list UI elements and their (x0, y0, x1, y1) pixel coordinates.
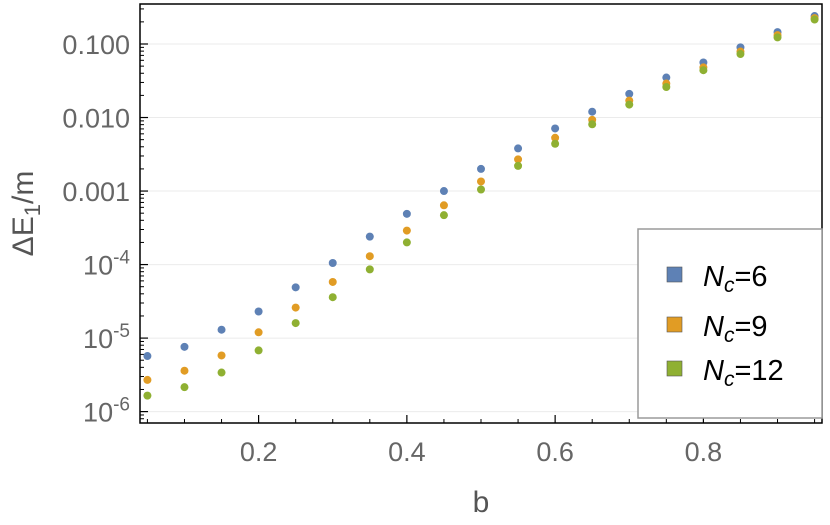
data-point (365, 232, 374, 241)
data-point (551, 133, 560, 142)
data-point (291, 319, 300, 328)
y-tick-label: 0.001 (62, 177, 130, 207)
data-point (143, 352, 152, 361)
data-point (662, 83, 671, 92)
data-point (291, 283, 300, 292)
data-point (439, 187, 448, 196)
data-point (365, 265, 374, 274)
data-point (588, 120, 597, 129)
data-point (180, 366, 189, 375)
x-tick-label: 0.4 (388, 437, 426, 467)
y-tick-label: 10-4 (83, 248, 130, 281)
data-point (402, 238, 411, 247)
data-point (143, 375, 152, 384)
data-point (254, 328, 263, 337)
data-point (254, 346, 263, 355)
x-axis-title: b (473, 486, 490, 519)
x-axis: 0.2 0.4 0.6 0.8 (146, 415, 816, 467)
data-point (143, 391, 152, 400)
legend-label: Nc=12 (703, 355, 784, 391)
data-point (328, 293, 337, 302)
data-point (551, 139, 560, 148)
legend-swatch (666, 360, 683, 377)
data-point (180, 342, 189, 351)
y-tick-label: 10-5 (83, 321, 130, 354)
data-point (773, 33, 782, 42)
data-point (254, 307, 263, 316)
data-point (699, 66, 708, 75)
data-point (662, 73, 671, 82)
data-point (514, 161, 523, 170)
y-tick-label: 10-6 (83, 395, 130, 428)
data-point (588, 107, 597, 116)
data-point (551, 124, 560, 133)
data-point (625, 100, 634, 109)
data-point (180, 383, 189, 392)
legend-swatch (666, 266, 683, 283)
y-axis: 10-6 10-5 10-4 0.001 0.010 0.100 (62, 8, 148, 428)
data-point (217, 351, 226, 360)
data-point (810, 15, 819, 24)
data-point (439, 201, 448, 210)
data-point (477, 185, 485, 194)
legend-swatch (666, 316, 683, 333)
data-point (328, 259, 337, 268)
data-points (143, 12, 819, 400)
data-point (514, 155, 523, 164)
x-tick-label: 0.2 (240, 437, 278, 467)
data-point (514, 144, 523, 153)
data-point (217, 325, 226, 334)
data-point (402, 226, 411, 235)
x-tick-label: 0.6 (536, 437, 574, 467)
legend-label: Nc=9 (703, 311, 768, 347)
legend: Nc=6 Nc=9 Nc=12 (637, 228, 823, 419)
y-axis-title: ΔE1/m (7, 171, 45, 257)
data-point (736, 50, 745, 59)
data-point (402, 209, 411, 218)
data-point (291, 303, 300, 312)
data-point (477, 164, 485, 173)
data-point (365, 252, 374, 261)
legend-label: Nc=6 (703, 261, 768, 297)
data-point (328, 277, 337, 286)
data-point (477, 177, 485, 186)
data-point (439, 211, 448, 220)
x-tick-label: 0.8 (685, 437, 723, 467)
data-point (625, 89, 634, 98)
data-point (217, 368, 226, 377)
y-tick-label: 0.100 (62, 30, 130, 60)
y-tick-label: 0.010 (62, 104, 130, 134)
